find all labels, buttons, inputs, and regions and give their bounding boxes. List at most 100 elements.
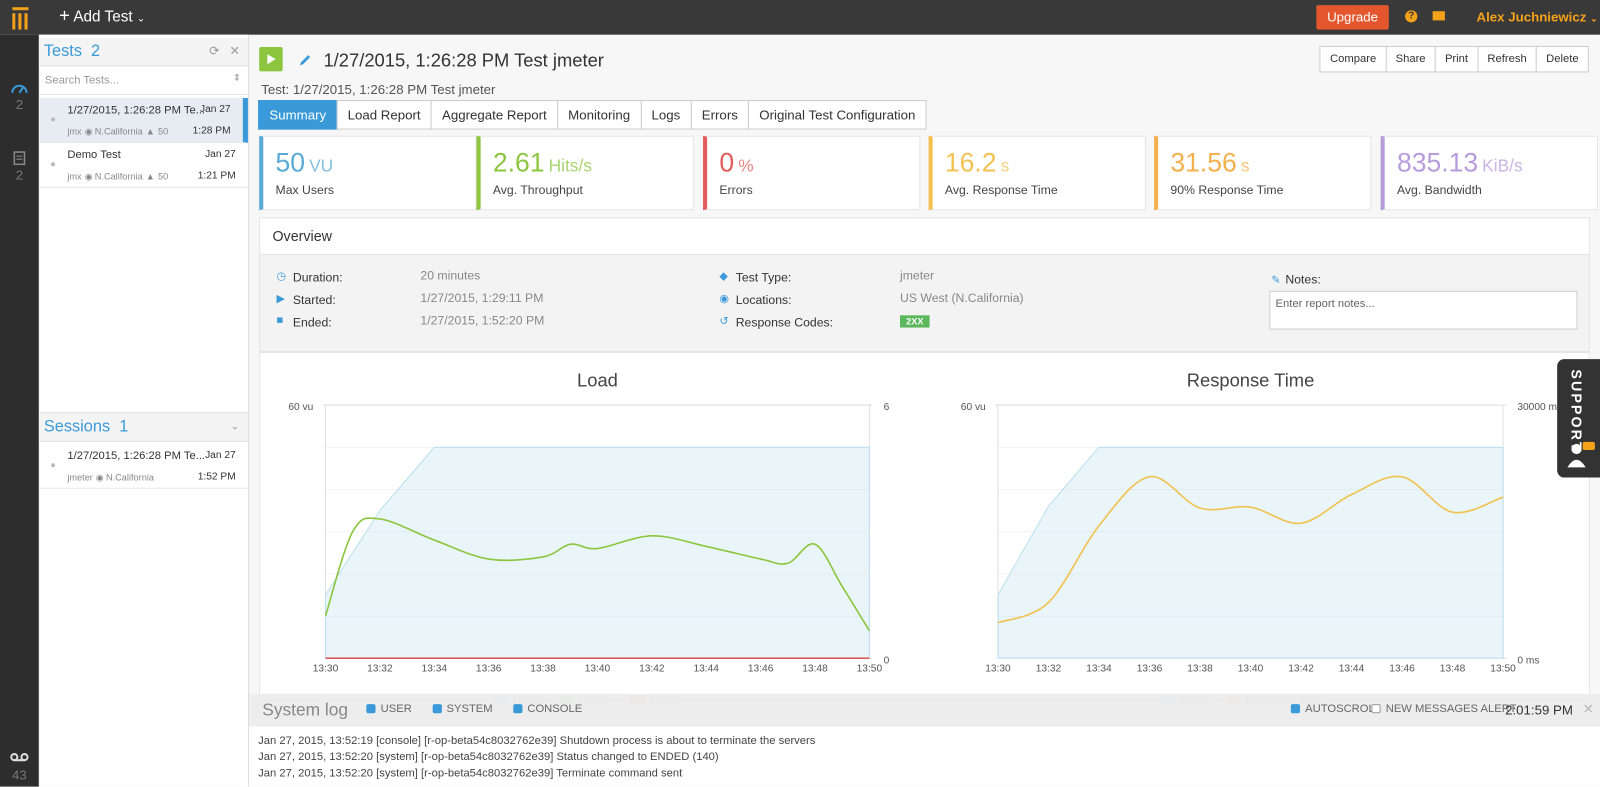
field-label: Locations: xyxy=(736,293,792,307)
tab[interactable]: Summary xyxy=(258,100,337,130)
notes-input[interactable]: Enter report notes... xyxy=(1269,291,1577,330)
action-button[interactable]: Share xyxy=(1385,46,1435,73)
kpi-label: Errors xyxy=(719,183,752,197)
overview-panel: Overview ◷Duration:20 minutes▶Started:1/… xyxy=(259,217,1590,352)
log-filter[interactable]: CONSOLE xyxy=(513,703,582,715)
checkbox[interactable] xyxy=(513,704,522,713)
list-item[interactable]: 1/27/2015, 1:26:28 PM Te...Jan 27 jmx◉N.C… xyxy=(40,98,248,143)
item-type: jmx xyxy=(67,171,81,181)
kpi-value: 16.2 xyxy=(945,147,997,178)
action-button[interactable]: Compare xyxy=(1320,46,1387,73)
kpi-unit: s xyxy=(1241,156,1250,175)
kpi-card: 16.2sAvg. Response Time xyxy=(929,136,1146,210)
pin-icon: ◉ xyxy=(85,171,93,181)
field-label: Duration: xyxy=(293,270,343,284)
system-log-bar: System log USERSYSTEMCONSOLE AUTOSCROLL … xyxy=(249,694,1600,727)
action-button[interactable]: Print xyxy=(1435,46,1478,73)
mail-icon[interactable] xyxy=(1433,11,1445,20)
tab[interactable]: Monitoring xyxy=(557,100,641,130)
tab[interactable]: Aggregate Report xyxy=(431,100,558,130)
x-tick-label: 13:40 xyxy=(1238,663,1264,674)
alert-toggle[interactable]: NEW MESSAGES ALERT xyxy=(1371,703,1516,715)
kpi-unit: VU xyxy=(309,156,333,175)
tab[interactable]: Original Test Configuration xyxy=(748,100,927,130)
kpi-value: 50 xyxy=(276,147,306,178)
upgrade-button[interactable]: Upgrade xyxy=(1316,5,1388,29)
documents-icon[interactable] xyxy=(13,151,25,165)
x-tick-label: 13:30 xyxy=(985,663,1011,674)
help-icon[interactable]: ? xyxy=(1405,10,1417,22)
sessions-header: Sessions 1⌄ xyxy=(40,412,248,442)
item-date: Jan 27 xyxy=(200,104,231,115)
x-tick-label: 13:34 xyxy=(422,663,448,674)
item-meta: jmx◉N.California▲50 xyxy=(67,127,168,138)
field-value: 20 minutes xyxy=(420,268,480,282)
x-tick-label: 13:36 xyxy=(1137,663,1163,674)
item-name[interactable]: Demo Test xyxy=(67,149,120,161)
kpi-value: 0 xyxy=(719,147,734,178)
alert-label[interactable]: NEW MESSAGES ALERT xyxy=(1386,703,1517,715)
edit-icon[interactable] xyxy=(298,53,312,67)
list-item[interactable]: Demo TestJan 27jmx◉N.California▲501:21 P… xyxy=(40,143,248,188)
series-area xyxy=(998,447,1503,658)
item-time: 1:21 PM xyxy=(198,170,236,181)
y2ticks-label: 6 xyxy=(884,402,890,413)
kpi-unit: % xyxy=(738,156,753,175)
filter-label[interactable]: CONSOLE xyxy=(527,703,582,715)
kpi-value-row: 31.56s xyxy=(1170,147,1249,179)
field-label: Response Codes: xyxy=(736,315,833,329)
kpi-label: Avg. Bandwidth xyxy=(1397,183,1482,197)
action-button[interactable]: Refresh xyxy=(1477,46,1537,73)
tab[interactable]: Errors xyxy=(691,100,750,130)
chart-title: Response Time xyxy=(1187,370,1315,391)
item-name[interactable]: 1/27/2015, 1:26:28 PM Te... xyxy=(67,104,205,116)
item-name[interactable]: 1/27/2015, 1:26:28 PM Te... xyxy=(67,450,205,462)
x-tick-label: 13:48 xyxy=(1440,663,1466,674)
notes-placeholder[interactable]: Enter report notes... xyxy=(1276,298,1375,310)
reports-icon[interactable] xyxy=(11,82,27,94)
close-log[interactable]: ✕ xyxy=(1583,701,1594,717)
sessions-title: Sessions xyxy=(44,418,110,435)
add-test[interactable]: + Add Test ⌄ xyxy=(59,8,145,25)
autoscroll-label[interactable]: AUTOSCROLL xyxy=(1305,703,1381,715)
tests-title: Tests xyxy=(44,43,82,60)
action-button[interactable]: Delete xyxy=(1536,46,1589,73)
list-item[interactable]: 1/27/2015, 1:26:28 PM Te...Jan 27jmeter◉… xyxy=(40,444,248,489)
item-time: 1:52 PM xyxy=(198,471,236,482)
chart-title: Load xyxy=(577,370,618,391)
filter-label[interactable]: SYSTEM xyxy=(446,703,492,715)
item-type: jmx xyxy=(67,127,81,137)
search-placeholder[interactable]: Search Tests... xyxy=(45,74,119,86)
user-menu[interactable]: Alex Juchniewicz ⌄ xyxy=(1477,9,1598,24)
add-test-label[interactable]: Add Test xyxy=(73,8,132,25)
log-line: Jan 27, 2015, 13:52:20 [system] [r-op-be… xyxy=(258,767,682,779)
yticks-label: 60 vu xyxy=(288,402,313,413)
kpi-card: 2.61Hits/sAvg. Throughput xyxy=(477,136,694,210)
checkbox[interactable] xyxy=(432,704,441,713)
report-title: 1/27/2015, 1:26:28 PM Test jmeter xyxy=(323,50,603,71)
sessions-icon[interactable] xyxy=(10,752,28,762)
kpi-value: 2.61 xyxy=(493,147,545,178)
left-rail: 2 2 43 xyxy=(0,35,39,787)
autoscroll[interactable]: AUTOSCROLL xyxy=(1291,703,1381,715)
reports-count: 2 xyxy=(0,97,39,112)
log-filter[interactable]: SYSTEM xyxy=(432,703,492,715)
x-tick-label: 13:48 xyxy=(802,663,828,674)
overview-title: Overview xyxy=(260,218,1589,255)
tab[interactable]: Load Report xyxy=(336,100,431,130)
run-button[interactable] xyxy=(259,47,282,71)
x-tick-label: 13:38 xyxy=(1187,663,1213,674)
response-code-badge: 2XX xyxy=(900,315,930,327)
tab[interactable]: Logs xyxy=(640,100,691,130)
x-tick-label: 13:40 xyxy=(585,663,611,674)
field-value: 1/27/2015, 1:52:20 PM xyxy=(420,313,544,327)
logo xyxy=(12,7,28,29)
support-tab[interactable]: SUPPORT xyxy=(1557,359,1600,477)
user-name[interactable]: Alex Juchniewicz xyxy=(1477,9,1587,24)
tabs: SummaryLoad ReportAggregate ReportMonito… xyxy=(259,100,926,130)
log-filter[interactable]: USER xyxy=(366,703,411,715)
search-box[interactable]: Search Tests...⇕ xyxy=(40,66,248,95)
filter-label[interactable]: USER xyxy=(381,703,412,715)
notes-label-row: ✎ Notes: xyxy=(1271,270,1320,288)
checkbox[interactable] xyxy=(366,704,375,713)
